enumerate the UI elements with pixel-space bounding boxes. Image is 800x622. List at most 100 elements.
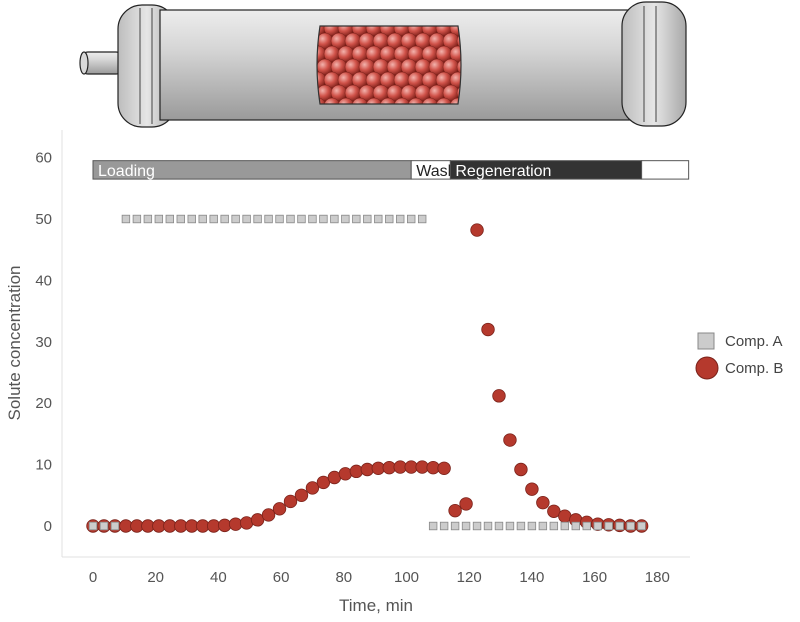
data-point-circle: [503, 433, 517, 447]
data-point-square: [154, 214, 164, 224]
data-point-square: [472, 521, 482, 531]
data-point-square: [604, 521, 613, 531]
data-point-square: [253, 214, 262, 224]
data-point-circle: [492, 389, 506, 403]
data-point-square: [88, 521, 98, 531]
data-point-square: [593, 521, 602, 531]
data-point-circle: [294, 488, 309, 503]
y-tick-label: 20: [35, 395, 52, 412]
data-point-circle: [316, 475, 331, 490]
data-point-square: [352, 214, 361, 224]
data-point-square: [132, 214, 142, 224]
column-packing-beads: [317, 26, 461, 104]
data-point-circle: [305, 481, 320, 495]
data-point-square: [407, 214, 416, 224]
data-point-circle: [448, 503, 462, 518]
data-point-circle: [470, 223, 484, 237]
data-point-circle: [349, 464, 364, 479]
data-point-square: [396, 214, 405, 224]
x-tick-label: 40: [210, 569, 227, 586]
data-point-square: [341, 214, 350, 224]
data-point-circle: [547, 504, 561, 518]
data-point-square: [505, 521, 515, 531]
y-tick-label: 50: [35, 211, 52, 228]
column-right-flange: [621, 1, 687, 127]
data-point-square: [319, 214, 328, 224]
legend-marker-circle: [695, 356, 719, 380]
phase-label: Regeneration: [455, 163, 551, 180]
data-point-square: [264, 214, 273, 224]
series-comp-b: [86, 223, 649, 533]
data-point-circle: [514, 462, 528, 477]
data-point-square: [516, 521, 526, 531]
data-point-circle: [261, 508, 276, 522]
data-point-square: [121, 214, 131, 224]
data-point-circle: [272, 502, 287, 516]
data-point-square: [626, 521, 635, 531]
data-point-square: [374, 214, 383, 224]
legend-label: Comp. A: [725, 333, 783, 350]
phase-label: Wash: [416, 163, 456, 180]
y-tick-label: 0: [44, 518, 52, 535]
data-point-circle: [536, 495, 550, 510]
data-point-square: [461, 521, 471, 531]
series-layer: [86, 214, 649, 533]
data-point-square: [385, 214, 394, 224]
y-tick-label: 40: [35, 272, 52, 289]
y-axis-title: Solute concentration: [5, 266, 24, 421]
data-point-circle: [459, 497, 473, 511]
data-point-square: [494, 521, 504, 531]
y-tick-label: 30: [35, 334, 52, 351]
data-point-square: [220, 214, 229, 224]
data-point-square: [99, 521, 109, 531]
data-point-square: [615, 521, 624, 531]
data-point-square: [242, 214, 251, 224]
x-tick-label: 60: [273, 569, 290, 586]
x-tick-label: 100: [394, 569, 419, 586]
data-point-square: [560, 521, 570, 531]
data-point-square: [363, 214, 372, 224]
column-inlet-nozzle-face: [79, 51, 89, 75]
data-point-square: [483, 521, 493, 531]
data-point-square: [231, 214, 240, 224]
data-point-circle: [525, 482, 539, 496]
data-point-square: [538, 521, 548, 531]
data-point-square: [209, 214, 218, 224]
data-point-circle: [481, 322, 495, 337]
data-point-square: [165, 214, 175, 224]
x-tick-label: 20: [147, 569, 164, 586]
data-point-circle: [250, 513, 265, 527]
phase-label: Loading: [98, 163, 155, 180]
x-tick-label: 0: [89, 569, 97, 586]
data-point-square: [110, 521, 120, 531]
legend-marker-square: [697, 332, 715, 350]
data-point-square: [176, 214, 185, 224]
x-tick-label: 80: [335, 569, 352, 586]
legend-label: Comp. B: [725, 360, 783, 377]
data-point-square: [308, 214, 317, 224]
x-tick-label: 120: [457, 569, 482, 586]
y-tick-label: 10: [35, 457, 52, 474]
data-point-square: [582, 521, 591, 531]
data-point-square: [286, 214, 295, 224]
data-point-square: [527, 521, 537, 531]
data-point-square: [198, 214, 207, 224]
data-point-square: [549, 521, 559, 531]
data-point-square: [275, 214, 284, 224]
data-point-square: [187, 214, 196, 224]
x-tick-label: 180: [645, 569, 670, 586]
x-tick-label: 140: [519, 569, 544, 586]
data-point-square: [571, 521, 580, 531]
y-tick-labels: 0 10 20 30 40 50 60: [35, 150, 52, 535]
data-point-square: [417, 214, 427, 224]
data-point-square: [297, 214, 306, 224]
data-point-circle: [437, 461, 451, 475]
x-axis-title: Time, min: [339, 596, 413, 615]
legend: Comp. A Comp. B: [695, 332, 783, 380]
y-tick-label: 60: [35, 150, 52, 167]
series-comp-a: [88, 214, 646, 531]
data-point-square: [637, 521, 646, 531]
